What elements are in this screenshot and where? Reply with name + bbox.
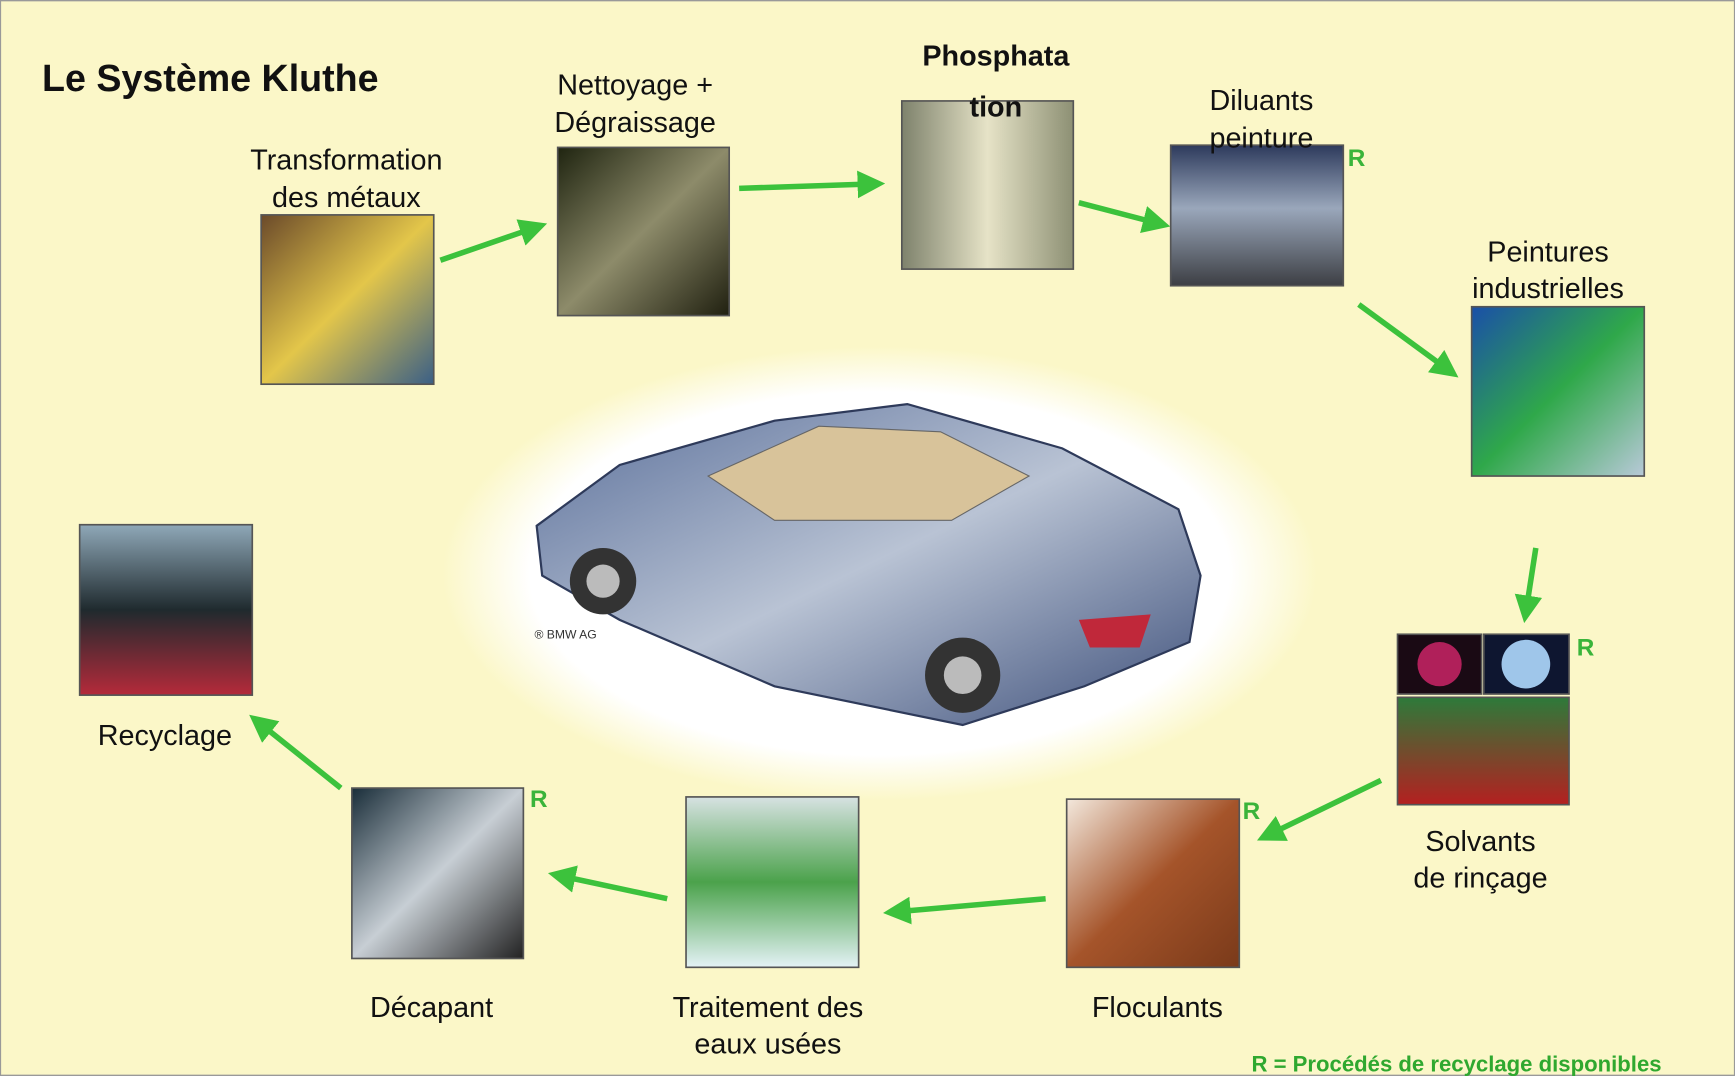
node-label: de rinçage [1413, 863, 1547, 895]
recycle-mark: R [1577, 634, 1595, 661]
node-label: Dégraissage [554, 107, 715, 139]
node-label: Phosphata [922, 41, 1070, 73]
node-label: peinture [1209, 122, 1313, 154]
node-label: Peintures [1487, 236, 1608, 268]
node-label: Solvants [1425, 826, 1535, 858]
node-label: Traitement des [673, 992, 864, 1024]
recycle-mark: R [530, 786, 548, 813]
legend: R = Procédés de recyclage disponibles [1251, 1051, 1661, 1076]
node-label: Diluants [1209, 85, 1313, 117]
diagram: ® BMW AG Le Système Kluthe Transformatio… [0, 0, 1735, 1076]
node-label: industrielles [1472, 273, 1624, 305]
node-label: Décapant [370, 992, 493, 1024]
node-label: Nettoyage + [557, 69, 713, 101]
page: ® BMW AG Le Système Kluthe Transformatio… [0, 0, 1735, 1076]
node-label: Recyclage [98, 720, 232, 752]
image-credit: ® BMW AG [534, 628, 596, 642]
node-label: Transformation [250, 145, 442, 177]
node-label: tion [970, 91, 1023, 123]
title: Le Système Kluthe [42, 57, 379, 99]
recycle-mark: R [1348, 145, 1366, 172]
node-label: des métaux [272, 182, 421, 214]
node-label: Floculants [1092, 992, 1223, 1024]
recycle-mark: R [1243, 798, 1261, 825]
node-label: eaux usées [694, 1029, 841, 1061]
